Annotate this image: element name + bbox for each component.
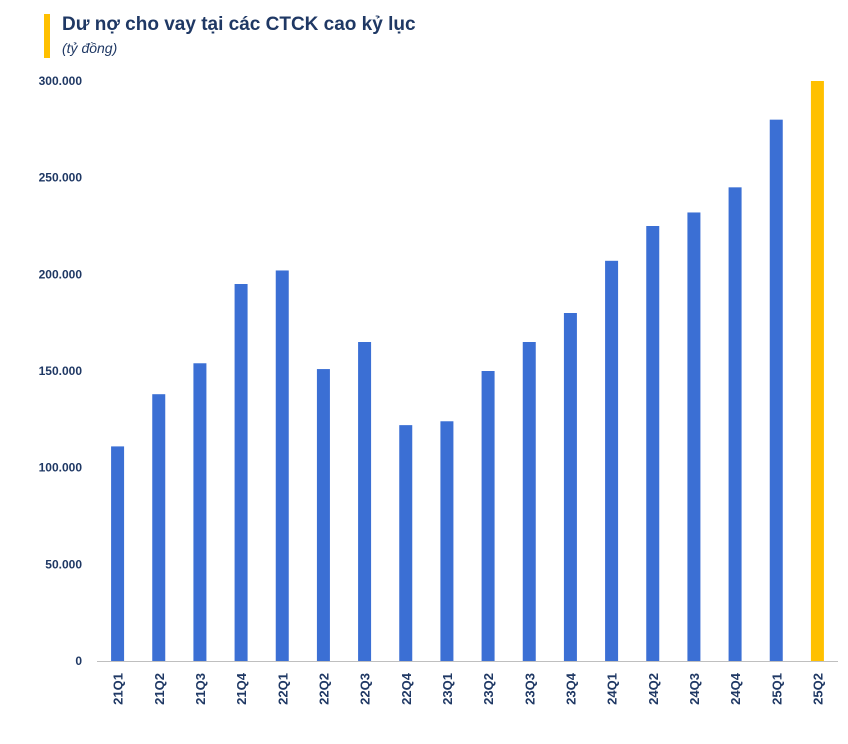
x-tick-label: 23Q3	[522, 673, 537, 705]
bar	[316, 369, 330, 661]
x-tick-label: 23Q4	[563, 672, 578, 705]
title-accent-bar	[44, 14, 50, 58]
bar	[728, 187, 742, 662]
bar	[111, 446, 125, 661]
x-tick-label: 22Q2	[316, 673, 331, 705]
bar	[152, 394, 166, 661]
bar	[234, 284, 248, 661]
y-tick-label: 200.000	[39, 267, 83, 281]
bar	[440, 421, 454, 661]
y-tick-label: 300.000	[39, 74, 83, 88]
x-tick-label: 22Q4	[399, 672, 414, 705]
bar	[481, 371, 495, 661]
x-tick-label: 25Q2	[810, 673, 825, 705]
bar	[563, 313, 577, 661]
bar	[399, 425, 413, 661]
y-tick-label: 100.000	[39, 461, 83, 475]
x-tick-label: 22Q3	[358, 673, 373, 705]
y-tick-label: 150.000	[39, 364, 83, 378]
chart-title: Dư nợ cho vay tại các CTCK cao kỷ lục	[62, 14, 416, 35]
bar	[687, 212, 701, 661]
x-tick-label: 22Q1	[275, 673, 290, 705]
x-tick-label: 21Q4	[234, 672, 249, 705]
x-tick-label: 21Q2	[152, 673, 167, 705]
bar	[358, 342, 372, 661]
x-tick-label: 24Q1	[605, 673, 620, 705]
y-tick-label: 50.000	[45, 557, 82, 571]
y-tick-label: 250.000	[39, 171, 83, 185]
bar	[810, 81, 824, 661]
x-tick-label: 24Q2	[646, 673, 661, 705]
bar	[275, 270, 289, 661]
x-tick-label: 24Q4	[728, 672, 743, 705]
bar	[605, 260, 619, 661]
x-tick-label: 24Q3	[687, 673, 702, 705]
bar	[522, 342, 536, 661]
x-tick-label: 21Q3	[193, 673, 208, 705]
x-tick-label: 23Q2	[481, 673, 496, 705]
bar	[646, 226, 660, 661]
bar	[193, 363, 207, 661]
x-tick-label: 23Q1	[440, 673, 455, 705]
bar	[769, 119, 783, 661]
x-tick-label: 21Q1	[111, 673, 126, 705]
y-tick-label: 0	[75, 654, 82, 668]
chart-subtitle: (tỷ đồng)	[62, 40, 118, 56]
x-tick-label: 25Q1	[769, 673, 784, 705]
